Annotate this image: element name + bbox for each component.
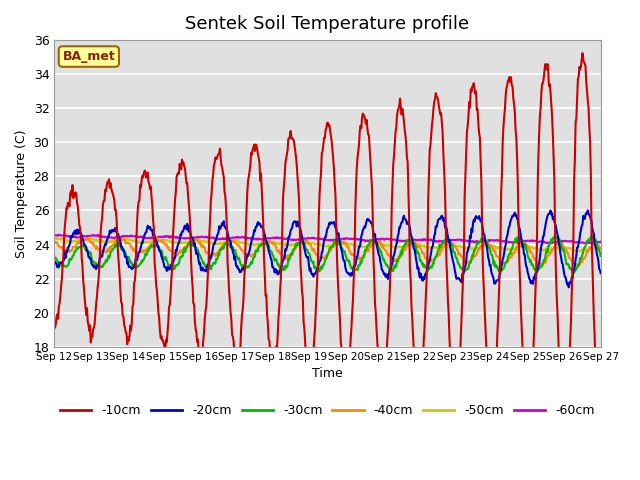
-60cm bbox=[395, 238, 403, 243]
-20cm bbox=[201, 267, 209, 273]
-20cm bbox=[565, 285, 573, 290]
-10cm bbox=[201, 316, 209, 322]
-60cm bbox=[173, 234, 180, 240]
-60cm bbox=[51, 232, 58, 238]
-40cm bbox=[173, 251, 180, 257]
-20cm bbox=[597, 270, 605, 276]
-50cm bbox=[202, 240, 209, 245]
-40cm bbox=[60, 248, 68, 254]
-50cm bbox=[173, 239, 180, 244]
-60cm bbox=[61, 233, 68, 239]
-30cm bbox=[394, 259, 402, 264]
-30cm bbox=[51, 253, 58, 259]
-30cm bbox=[570, 270, 577, 276]
-50cm bbox=[117, 237, 125, 243]
Title: Sentek Soil Temperature profile: Sentek Soil Temperature profile bbox=[186, 15, 470, 33]
Line: -10cm: -10cm bbox=[54, 53, 601, 442]
-20cm bbox=[116, 239, 124, 245]
-20cm bbox=[394, 233, 402, 239]
-40cm bbox=[597, 246, 605, 252]
-60cm bbox=[117, 234, 125, 240]
Legend: -10cm, -20cm, -30cm, -40cm, -50cm, -60cm: -10cm, -20cm, -30cm, -40cm, -50cm, -60cm bbox=[55, 399, 600, 422]
-50cm bbox=[51, 236, 58, 241]
-60cm bbox=[55, 232, 63, 238]
-10cm bbox=[597, 439, 605, 444]
-20cm bbox=[172, 247, 180, 253]
-30cm bbox=[172, 263, 180, 268]
X-axis label: Time: Time bbox=[312, 367, 343, 380]
-20cm bbox=[410, 245, 417, 251]
-30cm bbox=[201, 263, 209, 268]
-40cm bbox=[395, 254, 403, 260]
-30cm bbox=[551, 232, 559, 238]
-30cm bbox=[60, 263, 68, 268]
-50cm bbox=[597, 245, 605, 251]
Line: -50cm: -50cm bbox=[54, 238, 601, 251]
-10cm bbox=[410, 347, 417, 353]
-10cm bbox=[116, 288, 124, 293]
-40cm bbox=[538, 263, 545, 268]
Text: BA_met: BA_met bbox=[63, 50, 115, 63]
-40cm bbox=[152, 235, 160, 240]
-60cm bbox=[411, 238, 419, 243]
-60cm bbox=[582, 241, 589, 247]
-10cm bbox=[60, 233, 68, 239]
Line: -60cm: -60cm bbox=[54, 235, 601, 244]
Y-axis label: Soil Temperature (C): Soil Temperature (C) bbox=[15, 129, 28, 258]
-40cm bbox=[116, 236, 124, 242]
Line: -40cm: -40cm bbox=[54, 238, 601, 265]
-10cm bbox=[51, 321, 58, 326]
-40cm bbox=[51, 239, 58, 245]
-30cm bbox=[116, 241, 124, 247]
Line: -20cm: -20cm bbox=[54, 210, 601, 288]
Line: -30cm: -30cm bbox=[54, 235, 601, 273]
-40cm bbox=[202, 249, 209, 254]
-10cm bbox=[579, 50, 586, 56]
-60cm bbox=[597, 239, 605, 245]
-50cm bbox=[411, 241, 419, 247]
-30cm bbox=[410, 241, 417, 247]
-10cm bbox=[172, 189, 180, 194]
-20cm bbox=[584, 207, 591, 213]
-50cm bbox=[61, 237, 68, 242]
-50cm bbox=[54, 235, 61, 241]
-40cm bbox=[411, 240, 419, 245]
-20cm bbox=[60, 257, 68, 263]
-20cm bbox=[51, 258, 58, 264]
-50cm bbox=[577, 248, 584, 254]
-60cm bbox=[202, 234, 209, 240]
-50cm bbox=[395, 244, 403, 250]
-10cm bbox=[394, 108, 402, 114]
-30cm bbox=[597, 253, 605, 259]
